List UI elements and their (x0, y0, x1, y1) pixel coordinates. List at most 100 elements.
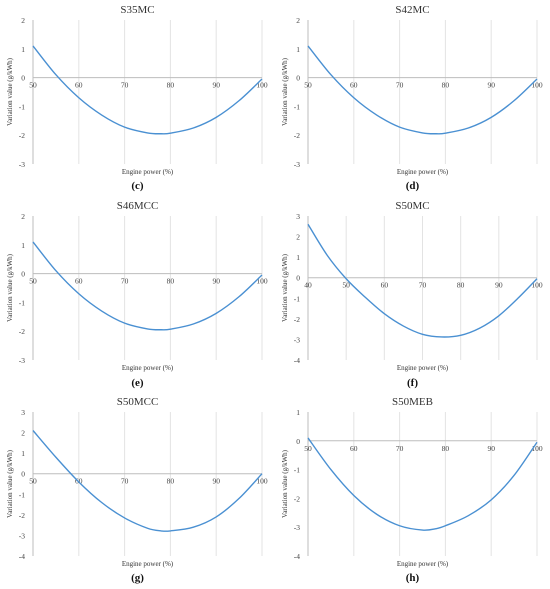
x-tick-label: 100 (531, 444, 543, 453)
y-tick-label: -1 (19, 102, 25, 111)
x-tick-label: 100 (256, 277, 268, 286)
y-tick-label: -3 (19, 160, 25, 169)
chart-title: S46MCC (116, 200, 159, 212)
y-axis-title: Variation value (g/kWh) (281, 253, 289, 322)
y-tick-label: 1 (296, 45, 300, 54)
y-tick-label: -1 (19, 490, 25, 499)
x-tick-label: 50 (342, 281, 350, 290)
x-axis-title: Engine power (%) (122, 364, 174, 372)
y-tick-label: -1 (19, 298, 25, 307)
x-tick-label: 80 (167, 477, 175, 486)
panel-label: (c) (131, 180, 144, 192)
y-tick-label: -3 (19, 356, 25, 365)
x-axis-title: Engine power (%) (397, 560, 449, 568)
y-tick-label: -2 (294, 131, 300, 140)
y-tick-label: -2 (294, 315, 300, 324)
chart-plot: 1 0 -1 -2 -3 -4 50 60 70 80 90 100 Engine power (%) V… (281, 408, 543, 568)
x-tick-label: 90 (487, 81, 495, 90)
x-tick-label: 50 (29, 277, 37, 286)
x-tick-label: 60 (350, 81, 358, 90)
x-tick-label: 90 (212, 277, 220, 286)
y-tick-label: 0 (296, 274, 300, 283)
y-tick-label: 2 (21, 212, 25, 221)
x-tick-label: 90 (212, 81, 220, 90)
chart-panel-e: S46MCC 2 1 0 -1 -2 -3 50 60 70 80 90 100 Engine powe… (0, 196, 275, 392)
x-axis-title: Engine power (%) (122, 560, 174, 568)
x-tick-label: 100 (531, 81, 543, 90)
x-tick-label: 80 (442, 81, 450, 90)
y-tick-label: 2 (21, 429, 25, 438)
x-tick-label: 70 (121, 81, 129, 90)
x-axis-title: Engine power (%) (122, 168, 174, 176)
y-tick-label: 0 (296, 437, 300, 446)
x-tick-label: 40 (304, 281, 312, 290)
x-tick-label: 60 (75, 81, 83, 90)
x-tick-label: 70 (121, 477, 129, 486)
x-tick-label: 80 (167, 277, 175, 286)
x-tick-label: 90 (487, 444, 495, 453)
x-tick-label: 50 (304, 444, 312, 453)
chart-panel-h: S50MEB 1 0 -1 -2 -3 -4 50 60 70 80 90 100 Engine pow… (275, 392, 550, 589)
series-line (307, 223, 538, 338)
x-tick-label: 90 (495, 281, 503, 290)
series-line (307, 45, 538, 135)
y-axis-title: Variation value (g/kWh) (281, 57, 289, 126)
y-tick-label: -2 (19, 511, 25, 520)
y-axis-title: Variation value (g/kWh) (6, 253, 14, 322)
y-axis-title: Variation value (g/kWh) (6, 57, 14, 126)
y-tick-label: -3 (19, 531, 25, 540)
x-tick-label: 50 (29, 81, 37, 90)
series-line (32, 45, 263, 135)
y-tick-label: 2 (296, 233, 300, 242)
y-tick-label: -3 (294, 160, 300, 169)
x-tick-label: 70 (419, 281, 427, 290)
x-tick-label: 90 (212, 477, 220, 486)
x-tick-label: 80 (167, 81, 175, 90)
x-tick-label: 100 (256, 81, 268, 90)
series-line (307, 437, 538, 531)
x-tick-label: 70 (396, 444, 404, 453)
chart-panel-f: S50MC 3 2 1 0 -1 -2 -3 -4 40 50 60 70 80 90 100 Engine … (275, 196, 550, 392)
chart-panel-g: S50MCC 3 2 1 0 -1 -2 -3 -4 50 60 70 80 90 100 Engine p… (0, 392, 275, 589)
y-tick-label: -1 (294, 294, 300, 303)
chart-plot: 2 1 0 -1 -2 -3 50 60 70 80 90 100 Engine power (%) Va… (281, 16, 543, 176)
y-tick-label: -2 (19, 327, 25, 336)
y-axis-title: Variation value (g/kWh) (6, 449, 14, 518)
chart-title: S50MC (395, 200, 430, 212)
y-tick-label: 3 (21, 408, 25, 417)
chart-panel-c: S35MC 2 1 0 -1 -2 -3 50 60 70 80 90 100 Engine power… (0, 0, 275, 196)
chart-plot: 3 2 1 0 -1 -2 -3 -4 40 50 60 70 80 90 100 Engine power … (281, 212, 543, 372)
chart-title: S50MCC (116, 396, 159, 408)
panel-label: (e) (131, 377, 144, 389)
y-tick-label: 2 (21, 16, 25, 25)
y-tick-label: 3 (296, 212, 300, 221)
y-tick-label: -3 (294, 523, 300, 532)
y-tick-label: -1 (294, 466, 300, 475)
y-tick-label: 1 (296, 408, 300, 417)
panel-label: (g) (131, 572, 144, 584)
y-tick-label: 0 (21, 74, 25, 83)
x-tick-label: 70 (396, 81, 404, 90)
y-tick-label: 0 (21, 470, 25, 479)
panel-label: (d) (405, 180, 420, 192)
series-line (32, 430, 263, 533)
x-tick-label: 80 (457, 281, 465, 290)
x-tick-label: 60 (75, 277, 83, 286)
y-axis-title: Variation value (g/kWh) (281, 449, 289, 518)
chart-plot: 2 1 0 -1 -2 -3 50 60 70 80 90 100 Engine power (%) Va… (6, 16, 268, 176)
x-tick-label: 60 (350, 444, 358, 453)
chart-plot: 2 1 0 -1 -2 -3 50 60 70 80 90 100 Engine power (%) Va… (6, 212, 268, 372)
panel-label: (h) (405, 572, 420, 584)
series-line (32, 241, 263, 331)
y-tick-label: -2 (294, 494, 300, 503)
x-tick-label: 50 (304, 81, 312, 90)
y-tick-label: 2 (296, 16, 300, 25)
y-tick-label: -1 (294, 102, 300, 111)
chart-title: S42MC (395, 4, 430, 16)
y-tick-label: 1 (21, 45, 25, 54)
chart-title: S50MEB (392, 396, 433, 408)
y-tick-label: -2 (19, 131, 25, 140)
x-axis-title: Engine power (%) (397, 364, 449, 372)
x-axis-title: Engine power (%) (397, 168, 449, 176)
